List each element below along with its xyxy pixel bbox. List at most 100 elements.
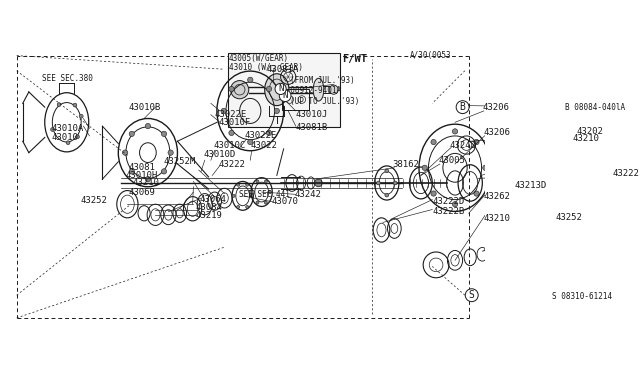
Circle shape — [246, 183, 249, 186]
Text: 43010H: 43010H — [125, 171, 157, 180]
Text: A/30(0053: A/30(0053 — [410, 51, 451, 60]
Circle shape — [474, 140, 479, 145]
Circle shape — [256, 201, 259, 204]
Circle shape — [385, 193, 388, 197]
Text: 43222D: 43222D — [432, 198, 465, 206]
Circle shape — [168, 150, 173, 155]
Ellipse shape — [313, 78, 324, 101]
Text: 43010J: 43010J — [296, 110, 328, 119]
Text: 43010: 43010 — [52, 133, 79, 142]
Circle shape — [129, 131, 134, 137]
Circle shape — [248, 140, 253, 145]
Text: 43081B: 43081B — [296, 123, 328, 132]
Circle shape — [422, 165, 428, 170]
Circle shape — [483, 165, 488, 170]
Text: S 08310-61214: S 08310-61214 — [552, 292, 612, 301]
Text: 43084: 43084 — [196, 203, 223, 212]
Text: 43010C: 43010C — [213, 141, 245, 150]
Circle shape — [385, 169, 388, 173]
Circle shape — [431, 140, 436, 145]
Circle shape — [452, 202, 458, 207]
Text: 43010 (W/□ GEAR): 43010 (W/□ GEAR) — [229, 63, 303, 72]
Circle shape — [57, 103, 61, 106]
Text: S: S — [468, 290, 475, 300]
Text: 43064: 43064 — [200, 195, 227, 204]
Text: B: B — [460, 102, 465, 112]
Text: N: N — [282, 91, 288, 100]
Text: 43222B: 43222B — [432, 207, 465, 216]
Circle shape — [376, 181, 380, 185]
Text: 43252M: 43252M — [163, 157, 195, 166]
Text: 43242: 43242 — [294, 190, 321, 199]
Text: 43242: 43242 — [450, 141, 477, 150]
Circle shape — [252, 190, 255, 193]
Circle shape — [256, 180, 259, 183]
Text: 43219: 43219 — [196, 211, 223, 220]
Text: 43022E: 43022E — [245, 131, 277, 140]
Text: 43070: 43070 — [271, 198, 298, 206]
Circle shape — [329, 85, 338, 94]
Circle shape — [79, 114, 83, 118]
Text: 43010F: 43010F — [218, 118, 251, 127]
Circle shape — [230, 81, 249, 99]
Circle shape — [229, 130, 234, 135]
Text: F/WT: F/WT — [342, 54, 367, 64]
Text: N 08912-9401A: N 08912-9401A — [280, 86, 340, 95]
Circle shape — [431, 191, 436, 196]
Circle shape — [237, 183, 239, 186]
Circle shape — [474, 191, 479, 196]
Text: N: N — [278, 84, 284, 93]
Circle shape — [250, 194, 253, 198]
Circle shape — [315, 179, 323, 187]
Text: 43213D: 43213D — [514, 181, 547, 190]
Text: 43252: 43252 — [81, 196, 108, 205]
Bar — [227, 52, 340, 127]
Text: 43005(W/GEAR): 43005(W/GEAR) — [229, 54, 289, 63]
Circle shape — [232, 194, 235, 198]
Text: 43222: 43222 — [612, 169, 639, 178]
Text: 43010D: 43010D — [204, 150, 236, 158]
Circle shape — [274, 108, 280, 113]
Text: 43210: 43210 — [132, 179, 159, 187]
Circle shape — [237, 205, 239, 209]
Bar — [282, 89, 309, 110]
Text: 38162: 38162 — [393, 160, 420, 169]
Circle shape — [452, 129, 458, 134]
Bar — [230, 79, 249, 100]
Text: 43206: 43206 — [483, 103, 509, 112]
Circle shape — [76, 135, 79, 139]
Circle shape — [264, 201, 268, 204]
Circle shape — [145, 124, 150, 129]
Text: 43022: 43022 — [250, 141, 277, 150]
Text: SEE SEC.380: SEE SEC.380 — [42, 74, 93, 83]
Circle shape — [248, 77, 253, 83]
Circle shape — [161, 131, 166, 137]
Circle shape — [229, 86, 234, 92]
Circle shape — [66, 141, 70, 145]
Text: 43252: 43252 — [556, 212, 583, 222]
Text: 43010B: 43010B — [129, 103, 161, 112]
Circle shape — [266, 86, 272, 92]
Circle shape — [221, 108, 227, 113]
Circle shape — [145, 177, 150, 182]
Text: SEE SEC.441: SEE SEC.441 — [239, 190, 290, 199]
Text: 43010A: 43010A — [52, 124, 84, 133]
Circle shape — [264, 180, 268, 183]
Circle shape — [122, 150, 128, 155]
Text: 43210: 43210 — [483, 214, 510, 223]
Circle shape — [268, 190, 271, 193]
Text: 43005: 43005 — [438, 156, 465, 165]
Circle shape — [246, 205, 249, 209]
Text: 43081: 43081 — [129, 163, 156, 172]
Text: (UP TO JUL.'93): (UP TO JUL.'93) — [291, 97, 360, 106]
Text: 43262: 43262 — [484, 192, 511, 201]
Circle shape — [393, 181, 397, 185]
Text: 43202: 43202 — [577, 127, 604, 136]
Circle shape — [266, 130, 272, 135]
Text: 43022E: 43022E — [214, 110, 247, 119]
Circle shape — [161, 169, 166, 174]
Circle shape — [129, 169, 134, 174]
Text: 43081A: 43081A — [267, 65, 300, 74]
Text: B 08084-040lA: B 08084-040lA — [565, 103, 625, 112]
Circle shape — [51, 128, 54, 131]
